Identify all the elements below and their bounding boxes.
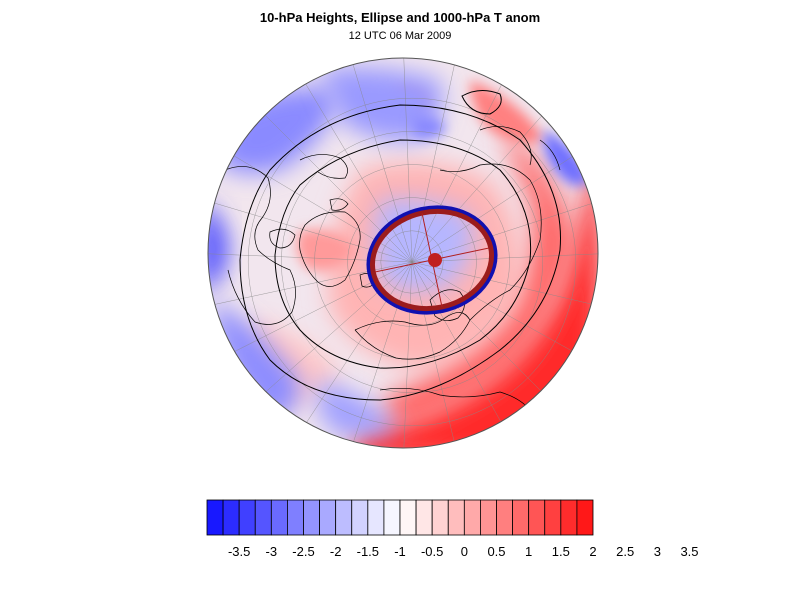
coastline-mediterranean: [379, 388, 531, 411]
longitude-line: [411, 145, 589, 263]
colorbar-box: [447, 499, 465, 536]
colorbar-box: [222, 499, 240, 536]
observed-vortex-edge: [366, 205, 498, 315]
colorbar-box: [335, 499, 353, 536]
figure-title: 10-hPa Heights, Ellipse and 1000-hPa T a…: [259, 10, 541, 25]
colorbar-box: [303, 499, 320, 536]
colorbar-tick-label: -3.5: [228, 544, 250, 559]
longitude-line: [411, 197, 598, 263]
colorbar-tick-label: -2.5: [292, 544, 314, 559]
ellipse-centroid: [428, 253, 442, 267]
latitude-circle: [247, 97, 577, 427]
lat-lon-grid: [208, 58, 598, 448]
height-contour-northeast: [461, 90, 502, 115]
colorbar-tick-label: 3.5: [680, 544, 698, 559]
longitude-line: [411, 261, 459, 448]
height-contour-outer: [239, 104, 561, 401]
colorbar-box: [399, 499, 417, 536]
colorbar-tick-label: -2: [330, 544, 342, 559]
latitude-circle: [314, 164, 510, 360]
cold-anomaly-north: [320, 67, 443, 141]
warm-anomaly-southeast: [350, 150, 598, 448]
cold-anomaly-west: [208, 200, 228, 290]
coastline-scandinavia: [429, 289, 465, 321]
colorbar-box: [544, 499, 562, 536]
colorbar-box: [560, 499, 578, 536]
coastline-alaska: [299, 154, 348, 179]
colorbar-box: [287, 499, 304, 536]
map-border: [207, 57, 599, 449]
colorbar-tick-label: -1.5: [357, 544, 379, 559]
longitude-line: [411, 261, 598, 309]
colorbar-tick-label: 3: [654, 544, 661, 559]
coastline-north-america: [224, 166, 296, 325]
map-disk: [208, 58, 598, 448]
colorbar-box: [415, 499, 433, 536]
longitude-line: [402, 261, 413, 448]
colorbar-box: [270, 499, 288, 536]
colorbar-box: [238, 499, 256, 536]
longitude-line: [402, 58, 413, 263]
colorbar-box: [206, 499, 224, 536]
longitude-line: [411, 252, 598, 263]
colorbar-box: [496, 499, 513, 536]
colorbar-box: [463, 499, 481, 536]
colorbar-box: [576, 499, 594, 536]
colorbar-tick-label: 1: [525, 544, 532, 559]
longitude-line: [295, 261, 413, 439]
polar-vortex-ellipse: [366, 205, 498, 315]
longitude-line: [411, 261, 555, 405]
height-contours: [239, 90, 561, 401]
longitude-line: [347, 261, 413, 448]
colorbar-tick-label: 2: [589, 544, 596, 559]
longitude-line: [411, 261, 589, 361]
colorbar-box: [254, 499, 272, 536]
latitude-circle: [347, 197, 477, 327]
longitude-line: [411, 101, 555, 263]
colorbar-box: [367, 499, 385, 536]
warm-anomaly-west: [296, 229, 355, 271]
colorbar-box: [431, 499, 449, 536]
coastlines: [224, 126, 561, 411]
colorbar-tick-label: -3: [266, 544, 278, 559]
warm-anomaly-east: [380, 130, 575, 430]
latitude-circle: [281, 131, 543, 393]
figure-subtitle: 12 UTC 06 Mar 2009: [348, 30, 452, 42]
colorbar-boxes: [206, 499, 594, 536]
cold-anomaly-south: [316, 380, 400, 438]
longitude-line: [411, 58, 459, 263]
colorbar-labels: -3.5 -3 -2.5 -2 -1.5 -1 -0.5 0 0.5 1 1.5 2 2.5 3 3.5: [228, 544, 699, 559]
colorbar-box: [351, 499, 369, 536]
coastline-east-asia: [479, 126, 561, 171]
cold-anomaly-small: [412, 116, 446, 138]
colorbar-box: [480, 499, 497, 536]
longitude-line: [217, 261, 413, 361]
longitude-line: [347, 58, 413, 263]
coastline-greenland: [299, 211, 361, 287]
temperature-anomaly-field: [208, 67, 598, 448]
colorbar-box: [528, 499, 546, 536]
colorbar-tick-label: 2.5: [616, 544, 634, 559]
longitude-line: [251, 261, 413, 405]
colorbar-box: [512, 499, 530, 536]
colorbar-tick-label: 0.5: [487, 544, 505, 559]
cold-anomaly-northeast: [543, 130, 590, 186]
longitude-line: [208, 261, 413, 309]
longitude-line: [411, 67, 511, 263]
colorbar-tick-label: -1: [394, 544, 406, 559]
colorbar-tick-label: -0.5: [421, 544, 443, 559]
colorbar-box: [319, 499, 337, 536]
cold-anomaly-southwest: [215, 300, 300, 420]
height-contour-inner: [274, 139, 532, 369]
colorbar-tick-label: 0: [461, 544, 468, 559]
latitude-circle: [380, 230, 444, 294]
colorbar-tick-label: 1.5: [552, 544, 570, 559]
coastline-asia: [439, 163, 542, 321]
colorbar-box: [383, 499, 401, 536]
